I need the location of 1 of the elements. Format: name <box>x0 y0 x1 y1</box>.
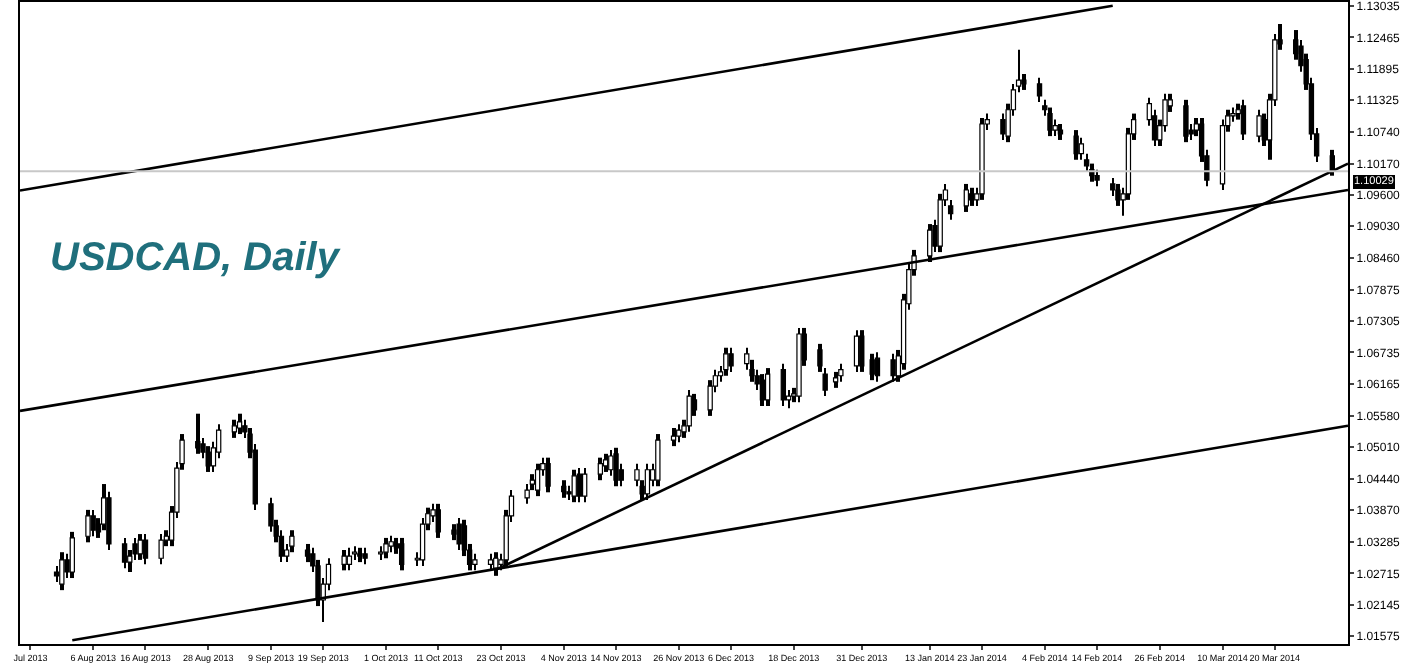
annotation: USDCAD, Daily <box>50 236 341 280</box>
